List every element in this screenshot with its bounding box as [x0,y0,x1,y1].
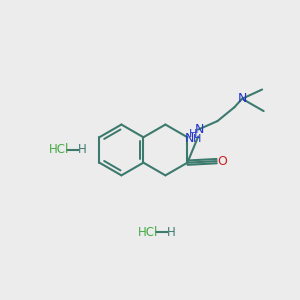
Text: HCl: HCl [137,226,158,239]
Text: O: O [217,154,227,168]
Text: HCl: HCl [49,143,69,157]
Text: H: H [189,129,197,139]
Text: N: N [237,92,247,105]
Text: N: N [194,123,204,136]
Text: H: H [167,226,176,239]
Text: H: H [78,143,86,157]
Text: H: H [193,134,201,144]
Text: N: N [185,132,194,145]
